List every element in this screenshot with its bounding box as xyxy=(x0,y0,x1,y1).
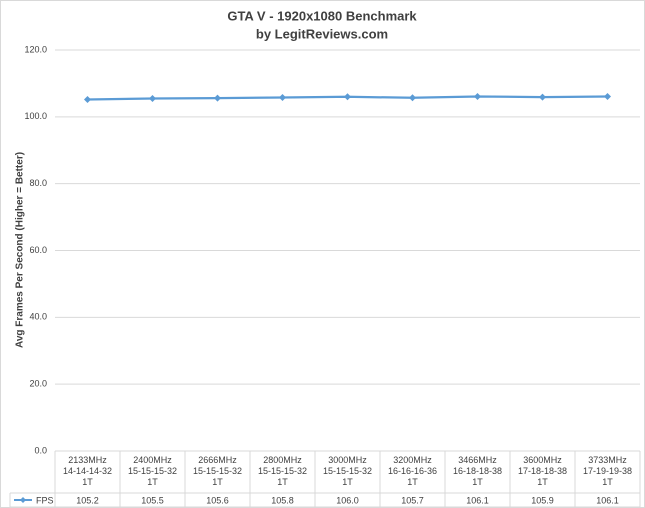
category-cell: 3000MHz 15-15-15-32 1T xyxy=(322,455,373,487)
point xyxy=(409,94,416,102)
x-tick-label: 2400MHz 15-15-15-32 1T xyxy=(127,455,178,487)
y-tick-label: 20.0 xyxy=(29,379,47,389)
chart-subtitle: by LegitReviews.com xyxy=(256,26,388,41)
table-value: 106.0 xyxy=(336,495,359,505)
table-value: 105.2 xyxy=(76,495,99,505)
table-value: 106.1 xyxy=(596,495,619,505)
y-tick-label: 80.0 xyxy=(29,178,47,188)
x-tick-label: 3200MHz 16-16-16-36 1T xyxy=(387,455,438,487)
y-tick-label: 0.0 xyxy=(34,445,47,455)
category-cell: 3466MHz 16-18-18-38 1T xyxy=(452,455,503,487)
legend-marker xyxy=(20,497,26,503)
x-tick-label: 3466MHz 16-18-18-38 1T xyxy=(452,455,503,487)
point xyxy=(474,92,481,100)
y-tick-label: 60.0 xyxy=(29,245,47,255)
category-cell: 3733MHz 17-19-19-38 1T xyxy=(582,455,633,487)
point xyxy=(539,93,546,101)
point xyxy=(279,93,286,101)
point xyxy=(149,94,156,102)
table-value: 105.5 xyxy=(141,495,164,505)
point xyxy=(604,92,611,100)
category-cell: 2666MHz 15-15-15-32 1T xyxy=(192,455,243,487)
category-cell: 2400MHz 15-15-15-32 1T xyxy=(127,455,178,487)
y-tick-label: 100.0 xyxy=(24,111,47,121)
x-tick-label: 2800MHz 15-15-15-32 1T xyxy=(257,455,308,487)
legend-label: FPS xyxy=(36,495,54,505)
table-value: 105.8 xyxy=(271,495,294,505)
y-axis-title: Avg Frames Per Second (Higher = Better) xyxy=(15,152,26,348)
x-tick-label: 2133MHz 14-14-14-32 1T xyxy=(62,455,113,487)
chart-title: GTA V - 1920x1080 Benchmark xyxy=(227,8,417,23)
category-cell: 3600MHz 17-18-18-38 1T xyxy=(517,455,568,487)
table-value: 105.7 xyxy=(401,495,424,505)
y-tick-label: 40.0 xyxy=(29,312,47,322)
point xyxy=(214,94,221,102)
point xyxy=(84,95,91,103)
point xyxy=(344,93,351,101)
category-cell: 2133MHz 14-14-14-32 1T xyxy=(62,455,113,487)
table-value: 105.9 xyxy=(531,495,554,505)
table-value: 105.6 xyxy=(206,495,229,505)
x-tick-label: 3733MHz 17-19-19-38 1T xyxy=(582,455,633,487)
category-cell: 2800MHz 15-15-15-32 1T xyxy=(257,455,308,487)
x-tick-label: 3600MHz 17-18-18-38 1T xyxy=(517,455,568,487)
y-tick-label: 120.0 xyxy=(24,44,47,54)
x-tick-label: 2666MHz 15-15-15-32 1T xyxy=(192,455,243,487)
table-value: 106.1 xyxy=(466,495,489,505)
category-cell: 3200MHz 16-16-16-36 1T xyxy=(387,455,438,487)
x-tick-label: 3000MHz 15-15-15-32 1T xyxy=(322,455,373,487)
